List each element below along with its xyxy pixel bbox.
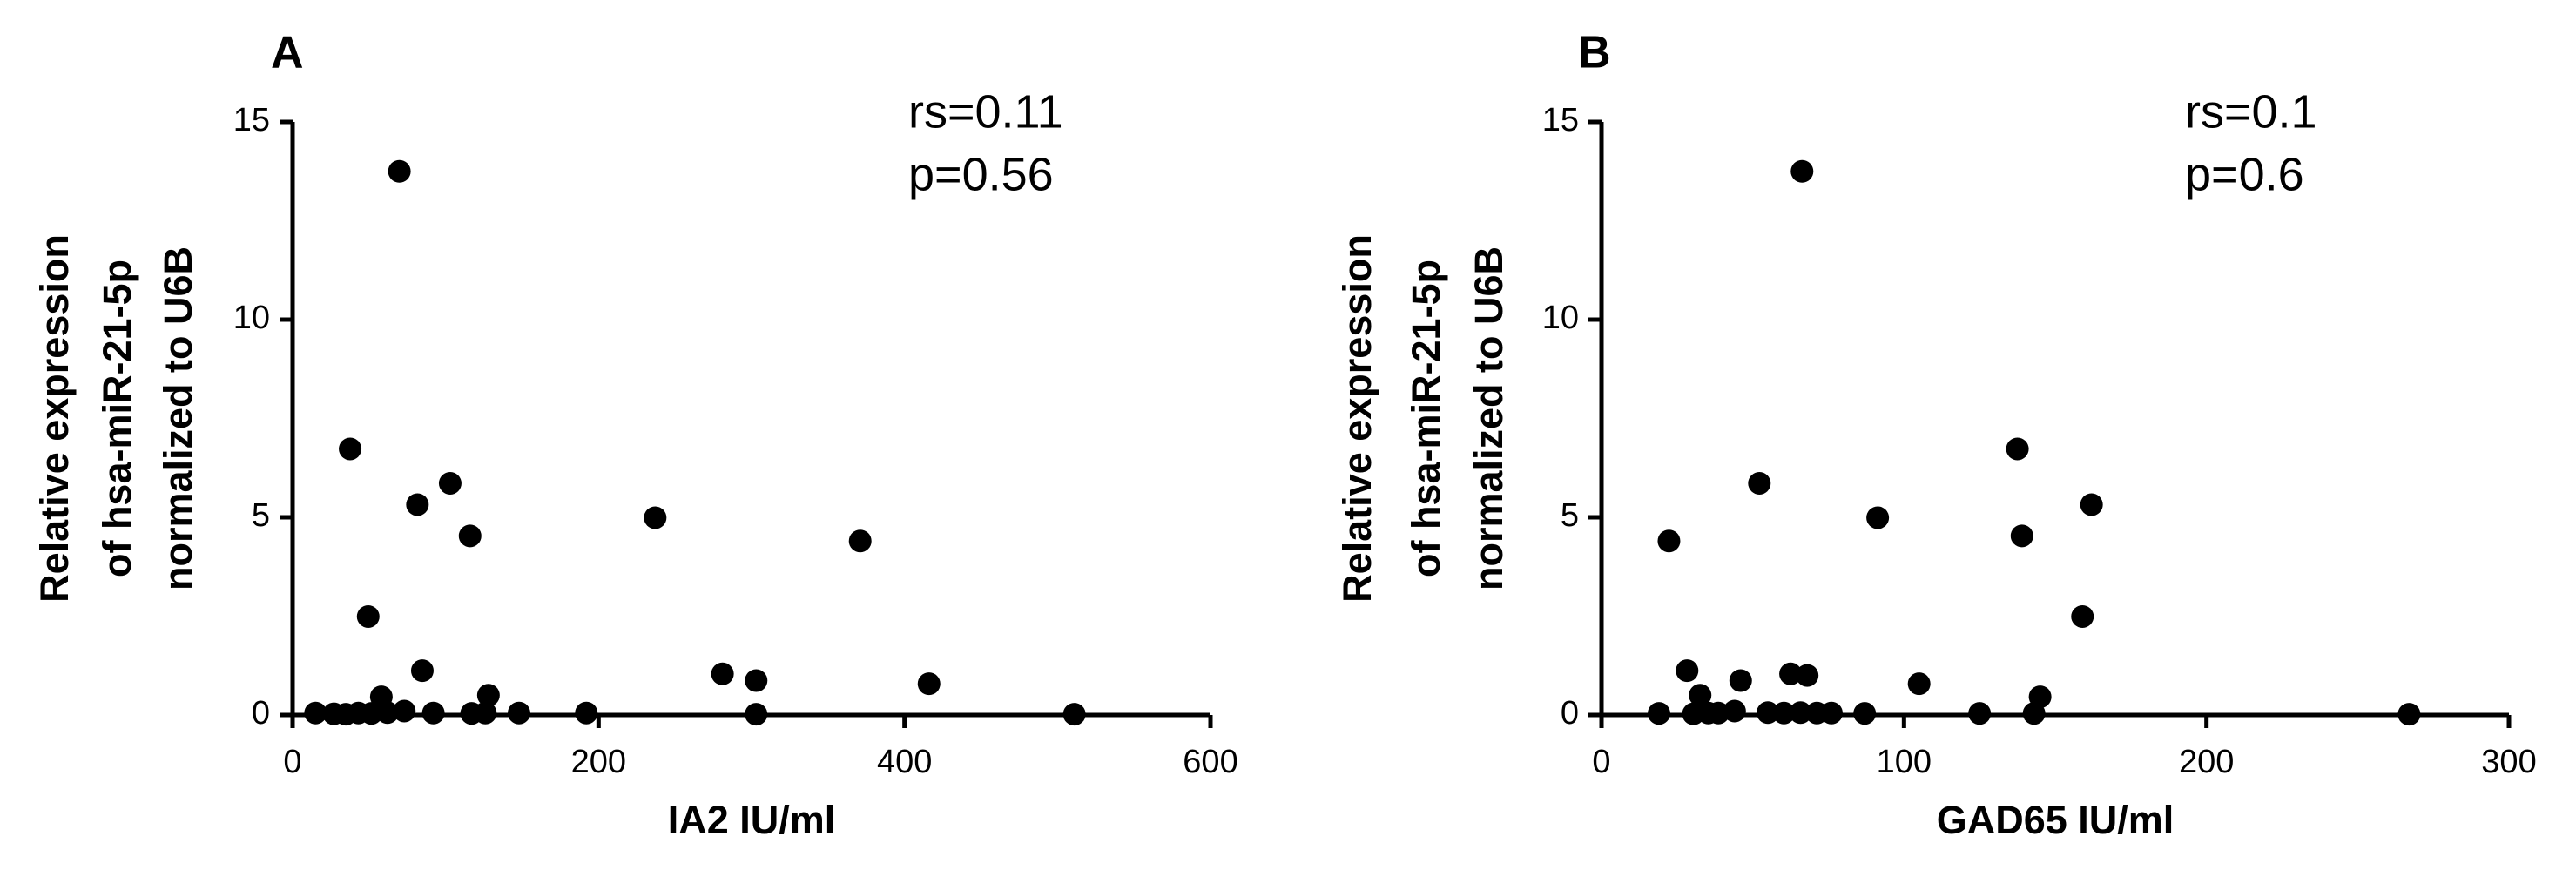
y-tick-label: 5 bbox=[1561, 497, 1579, 534]
data-point bbox=[2397, 703, 2421, 726]
data-point bbox=[356, 604, 380, 628]
data-point bbox=[1062, 703, 1086, 726]
y-tick-label: 10 bbox=[1542, 300, 1579, 336]
y-axis-title: of hsa-miR-21-5p bbox=[1404, 260, 1448, 577]
panel-label: A bbox=[271, 28, 304, 78]
data-point bbox=[1968, 702, 1992, 725]
data-point bbox=[360, 702, 383, 725]
x-tick-label: 200 bbox=[571, 744, 626, 780]
data-point bbox=[1748, 471, 1771, 495]
data-point bbox=[474, 701, 497, 725]
data-point bbox=[2071, 604, 2094, 628]
x-tick-label: 300 bbox=[2481, 744, 2536, 780]
data-point bbox=[393, 699, 416, 723]
y-tick-label: 10 bbox=[233, 300, 270, 336]
data-point bbox=[644, 506, 667, 529]
data-point bbox=[1723, 699, 1746, 723]
data-point bbox=[1790, 159, 1814, 183]
y-axis-title: Relative expression bbox=[32, 234, 77, 603]
data-point bbox=[388, 159, 411, 183]
data-point bbox=[711, 662, 734, 685]
data-point bbox=[1866, 506, 1890, 529]
y-axis-title: normalized to U6B bbox=[156, 246, 200, 590]
data-point bbox=[745, 703, 768, 726]
data-point bbox=[917, 672, 941, 696]
data-point bbox=[745, 669, 768, 692]
y-axis-title: normalized to U6B bbox=[1467, 246, 1511, 590]
data-point bbox=[1819, 701, 1843, 725]
data-point bbox=[1796, 664, 1819, 687]
data-point bbox=[1729, 669, 1752, 692]
data-point bbox=[2022, 702, 2046, 725]
data-point bbox=[339, 437, 362, 461]
data-point bbox=[304, 701, 327, 725]
panel-label: B bbox=[1578, 28, 1611, 78]
annotation: p=0.6 bbox=[2185, 148, 2304, 200]
annotation: rs=0.11 bbox=[908, 85, 1063, 138]
y-tick-label: 0 bbox=[252, 695, 270, 732]
x-tick-label: 0 bbox=[1592, 744, 1610, 780]
data-point bbox=[375, 701, 399, 725]
x-tick-label: 0 bbox=[283, 744, 301, 780]
y-tick-label: 5 bbox=[252, 497, 270, 534]
annotation: p=0.56 bbox=[908, 148, 1054, 200]
data-point bbox=[1772, 701, 1796, 725]
x-tick-label: 100 bbox=[1877, 744, 1932, 780]
x-axis-title: IA2 IU/ml bbox=[668, 798, 836, 842]
data-point bbox=[406, 493, 429, 516]
annotation: rs=0.1 bbox=[2185, 85, 2317, 138]
data-point bbox=[438, 471, 462, 495]
x-tick-label: 600 bbox=[1183, 744, 1237, 780]
data-point bbox=[476, 684, 500, 707]
data-point bbox=[2006, 437, 2029, 461]
y-tick-label: 15 bbox=[233, 102, 270, 138]
data-point bbox=[1853, 702, 1877, 725]
data-point bbox=[2080, 493, 2103, 516]
data-point bbox=[1647, 702, 1670, 725]
data-point bbox=[575, 701, 598, 725]
data-point bbox=[1789, 701, 1812, 725]
data-point bbox=[1907, 672, 1931, 696]
data-point bbox=[1779, 662, 1803, 685]
x-axis-title: GAD65 IU/ml bbox=[1937, 798, 2175, 842]
data-point bbox=[2010, 524, 2033, 548]
data-point bbox=[1757, 701, 1780, 725]
data-point bbox=[410, 659, 434, 683]
data-point bbox=[421, 701, 445, 725]
y-axis-title: Relative expression bbox=[1335, 234, 1379, 603]
y-tick-label: 15 bbox=[1542, 102, 1579, 138]
x-tick-label: 400 bbox=[877, 744, 932, 780]
y-tick-label: 0 bbox=[1561, 695, 1579, 732]
data-point bbox=[458, 524, 482, 548]
data-point bbox=[507, 701, 530, 725]
data-point bbox=[1689, 684, 1712, 707]
data-point bbox=[848, 529, 872, 553]
data-point bbox=[1676, 659, 1699, 683]
data-point bbox=[1657, 529, 1681, 553]
x-tick-label: 200 bbox=[2179, 744, 2234, 780]
y-axis-title: of hsa-miR-21-5p bbox=[95, 260, 139, 577]
